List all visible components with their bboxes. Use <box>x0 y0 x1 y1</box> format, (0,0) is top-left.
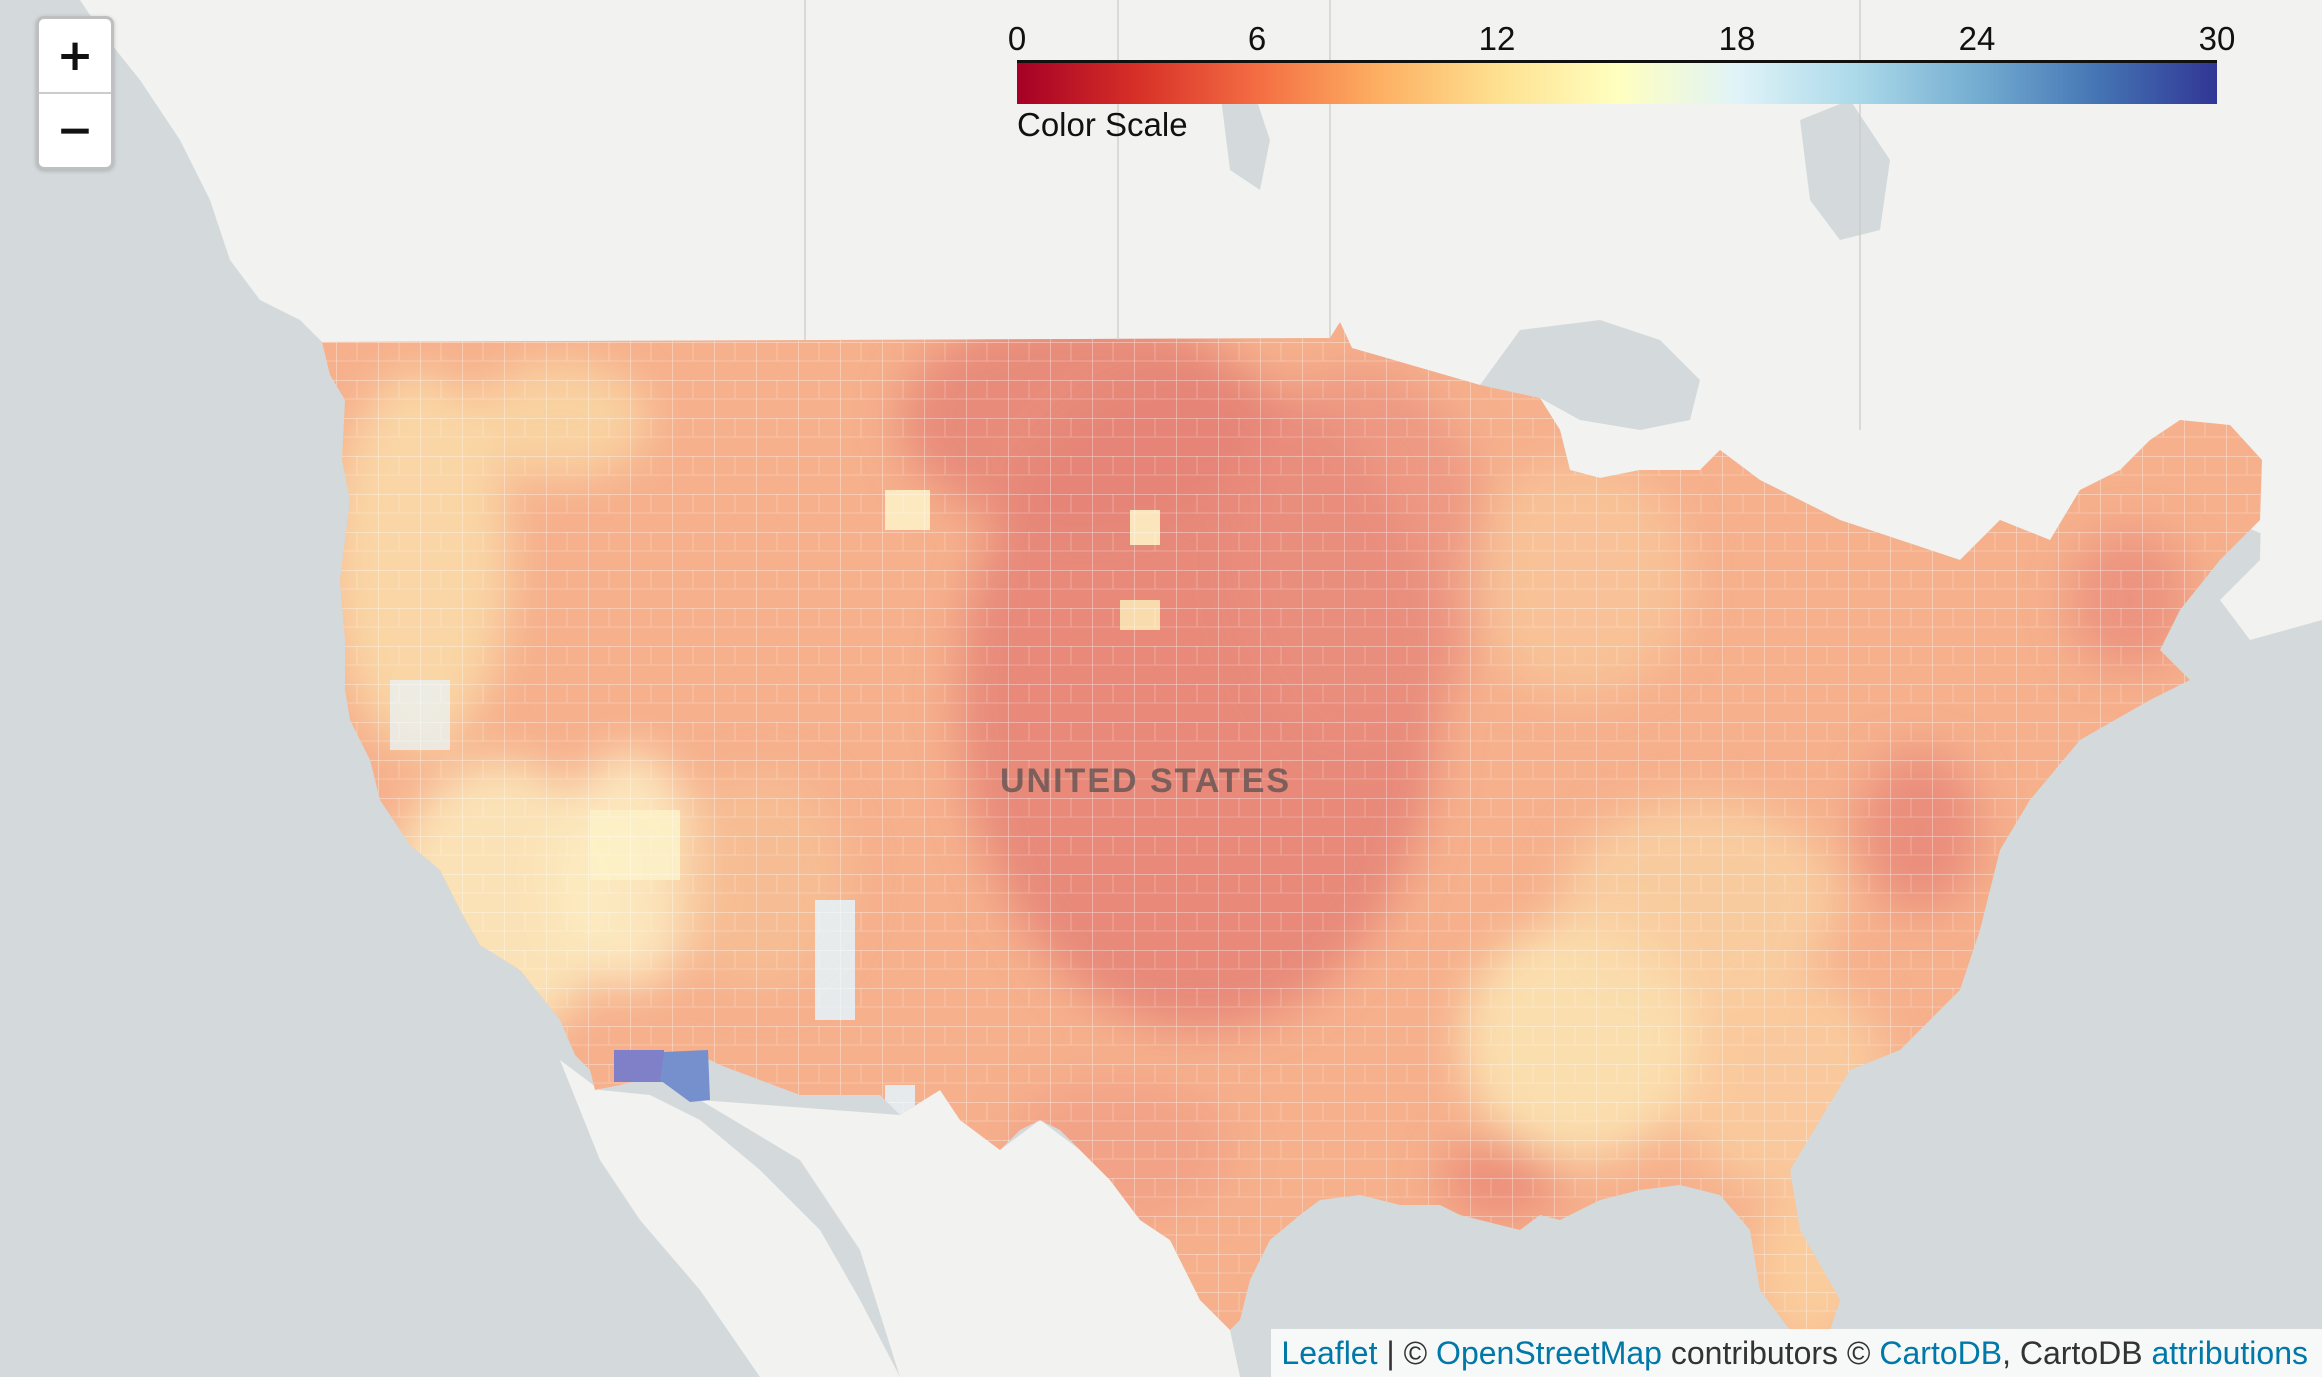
canada-landmass <box>0 0 2322 560</box>
attribution: Leaflet | © OpenStreetMap contributors ©… <box>1271 1329 2322 1377</box>
great-slave-lake <box>1220 80 1270 190</box>
color-legend: 0 6 12 18 24 30 Color Scale <box>1000 14 2260 144</box>
attribution-contributors: contributors © <box>1661 1334 1880 1371</box>
imperial-county <box>614 1050 664 1082</box>
cartodb-link[interactable]: CartoDB <box>1879 1334 2003 1371</box>
legend-color-bar <box>1017 60 2217 104</box>
pima-county <box>660 1050 710 1102</box>
attribution-sep: | © <box>1377 1334 1437 1371</box>
osm-link[interactable]: OpenStreetMap <box>1436 1334 1662 1371</box>
legend-tick-label: 0 <box>1007 20 1027 57</box>
leaflet-link[interactable]: Leaflet <box>1281 1334 1378 1371</box>
country-label: UNITED STATES <box>1000 762 1292 800</box>
maritimes-landmass <box>2220 420 2322 640</box>
legend-tick-label: 12 <box>1478 20 1516 57</box>
zoom-out-button[interactable]: − <box>56 105 94 156</box>
lake-winnipeg <box>1800 100 1890 240</box>
mexico-baja <box>560 1060 900 1377</box>
legend-tick-label: 6 <box>1247 20 1267 57</box>
mexico-mainland <box>700 1090 1240 1377</box>
legend-title: Color Scale <box>1017 106 1188 143</box>
zoom-control: + − <box>36 16 114 170</box>
zoom-in-button[interactable]: + <box>39 19 111 94</box>
legend-tick-label: 30 <box>2198 20 2236 57</box>
legend-tick-label: 18 <box>1718 20 1756 57</box>
lake-superior <box>1480 320 1700 430</box>
attributions-link[interactable]: attributions <box>2151 1334 2308 1371</box>
attribution-cartodb-text: , CartoDB <box>2002 1334 2152 1371</box>
legend-tick-label: 24 <box>1958 20 1996 57</box>
